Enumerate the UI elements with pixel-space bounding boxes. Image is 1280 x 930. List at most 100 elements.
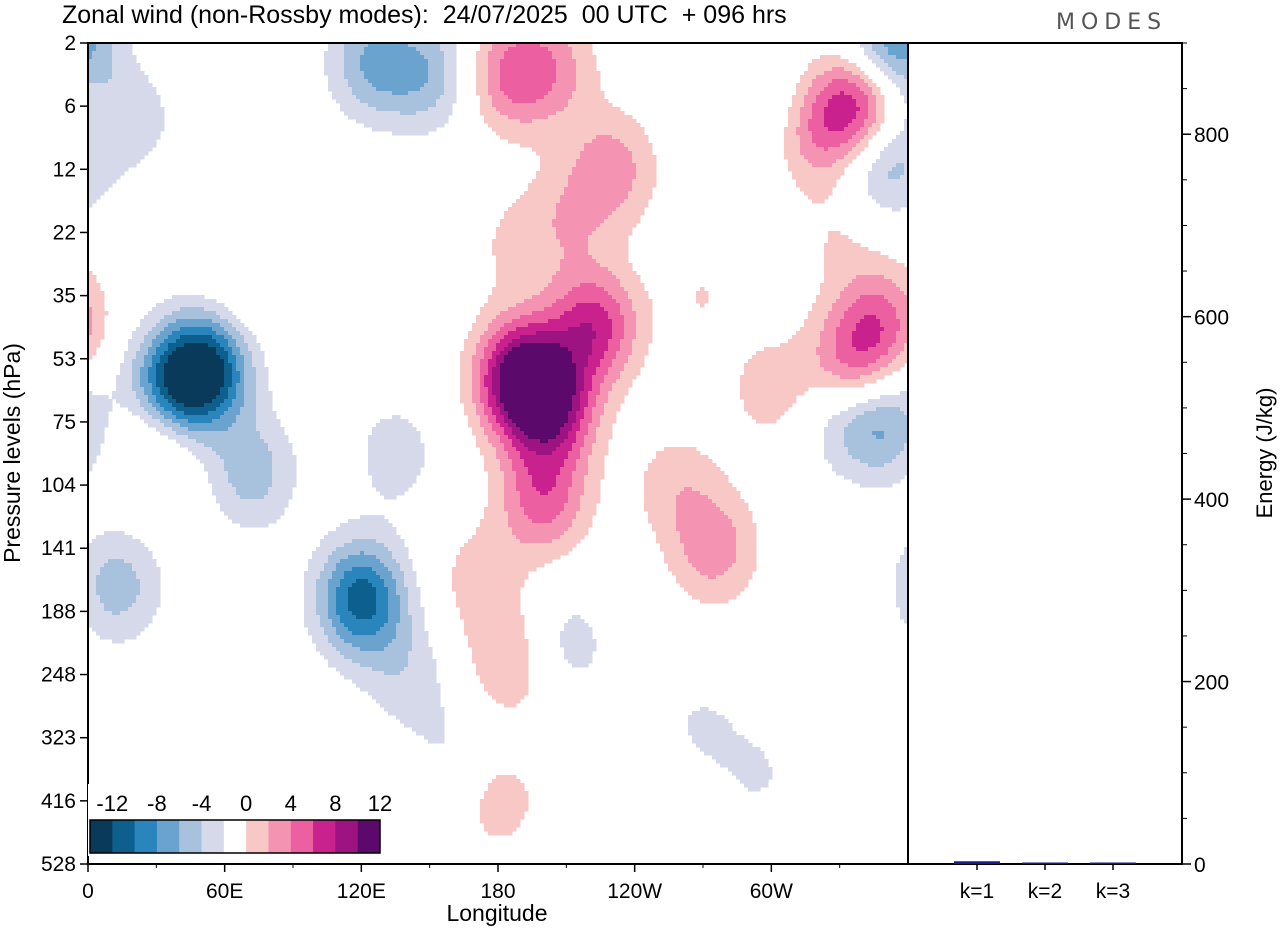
heatmap-cell (600, 307, 605, 312)
heatmap-cell (444, 67, 449, 72)
heatmap-cell (564, 211, 569, 216)
heatmap-cell (500, 67, 505, 72)
heatmap-cell (900, 267, 905, 272)
heatmap-cell (568, 291, 573, 296)
heatmap-cell (580, 279, 585, 284)
heatmap-cell (524, 75, 529, 80)
heatmap-cell (504, 99, 509, 104)
heatmap-cell (600, 267, 605, 272)
heatmap-cell (608, 199, 613, 204)
heatmap-cell (104, 75, 109, 80)
heatmap-cell (108, 79, 113, 84)
heatmap-cell (836, 299, 841, 304)
heatmap-cell (884, 71, 889, 76)
heatmap-cell (136, 159, 141, 164)
heatmap-cell (112, 75, 117, 80)
heatmap-cell (196, 311, 201, 316)
heatmap-cell (596, 279, 601, 284)
heatmap-cell (636, 191, 641, 196)
heatmap-cell (520, 307, 525, 312)
heatmap-cell (112, 87, 117, 92)
heatmap-cell (552, 107, 557, 112)
heatmap-cell (384, 43, 389, 48)
heatmap-cell (800, 135, 805, 140)
heatmap-cell (512, 203, 517, 208)
heatmap-cell (488, 95, 493, 100)
heatmap-cell (832, 259, 837, 264)
heatmap-cell (144, 143, 149, 148)
heatmap-cell (604, 155, 609, 160)
heatmap-cell (796, 123, 801, 128)
heatmap-cell (796, 107, 801, 112)
heatmap-cell (904, 91, 908, 96)
heatmap-cell (876, 295, 881, 300)
heatmap-cell (608, 227, 613, 232)
heatmap-cell (568, 43, 573, 48)
heatmap-cell (500, 299, 505, 304)
heatmap-cell (840, 239, 845, 244)
heatmap-cell (824, 255, 829, 260)
heatmap-cell (512, 55, 517, 60)
heatmap-cell (400, 123, 405, 128)
heatmap-cell (616, 251, 621, 256)
heatmap-cell (580, 135, 585, 140)
heatmap-cell (808, 159, 813, 164)
heatmap-cell (92, 163, 97, 168)
heatmap-cell (556, 315, 561, 320)
heatmap-cell (896, 311, 901, 316)
heatmap-cell (620, 239, 625, 244)
heatmap-cell (828, 99, 833, 104)
heatmap-cell (120, 151, 125, 156)
heatmap-cell (588, 259, 593, 264)
heatmap-cell (512, 115, 517, 120)
heatmap-cell (800, 87, 805, 92)
heatmap-cell (572, 115, 577, 120)
heatmap-cell (812, 91, 817, 96)
heatmap-cell (500, 131, 505, 136)
heatmap-cell (864, 315, 869, 320)
heatmap-cell (600, 99, 605, 104)
heatmap-cell (632, 147, 637, 152)
heatmap-cell (624, 127, 629, 132)
heatmap-cell (584, 287, 589, 292)
heatmap-cell (500, 107, 505, 112)
heatmap-cell (840, 135, 845, 140)
heatmap-cell (92, 319, 97, 324)
heatmap-cell (612, 291, 617, 296)
heatmap-cell (596, 311, 601, 316)
heatmap-cell (588, 59, 593, 64)
heatmap-cell (112, 83, 117, 88)
heatmap-cell (524, 307, 529, 312)
heatmap-cell (360, 55, 365, 60)
heatmap-cell (192, 319, 197, 324)
heatmap-cell (640, 203, 645, 208)
heatmap-cell (416, 63, 421, 68)
heatmap-cell (584, 175, 589, 180)
heatmap-cell (376, 63, 381, 68)
heatmap-cell (488, 311, 493, 316)
heatmap-cell (832, 291, 837, 296)
heatmap-cell (576, 83, 581, 88)
heatmap-cell (880, 51, 885, 56)
heatmap-cell (400, 63, 405, 68)
heatmap-cell (100, 71, 105, 76)
heatmap-cell (592, 315, 597, 320)
heatmap-cell (372, 127, 377, 132)
heatmap-cell (884, 159, 889, 164)
heatmap-cell (424, 75, 429, 80)
heatmap-cell (100, 127, 105, 132)
heatmap-cell (392, 83, 397, 88)
heatmap-cell (92, 191, 97, 196)
heatmap-cell (416, 47, 421, 52)
heatmap-cell (816, 79, 821, 84)
heatmap-cell (844, 67, 849, 72)
heatmap-cell (856, 67, 861, 72)
heatmap-cell (508, 135, 513, 140)
heatmap-cell (116, 151, 121, 156)
heatmap-cell (820, 199, 825, 204)
heatmap-cell (516, 255, 521, 260)
heatmap-cell (520, 123, 525, 128)
heatmap-cell (112, 59, 117, 64)
heatmap-cell (816, 183, 821, 188)
heatmap-cell (104, 131, 109, 136)
